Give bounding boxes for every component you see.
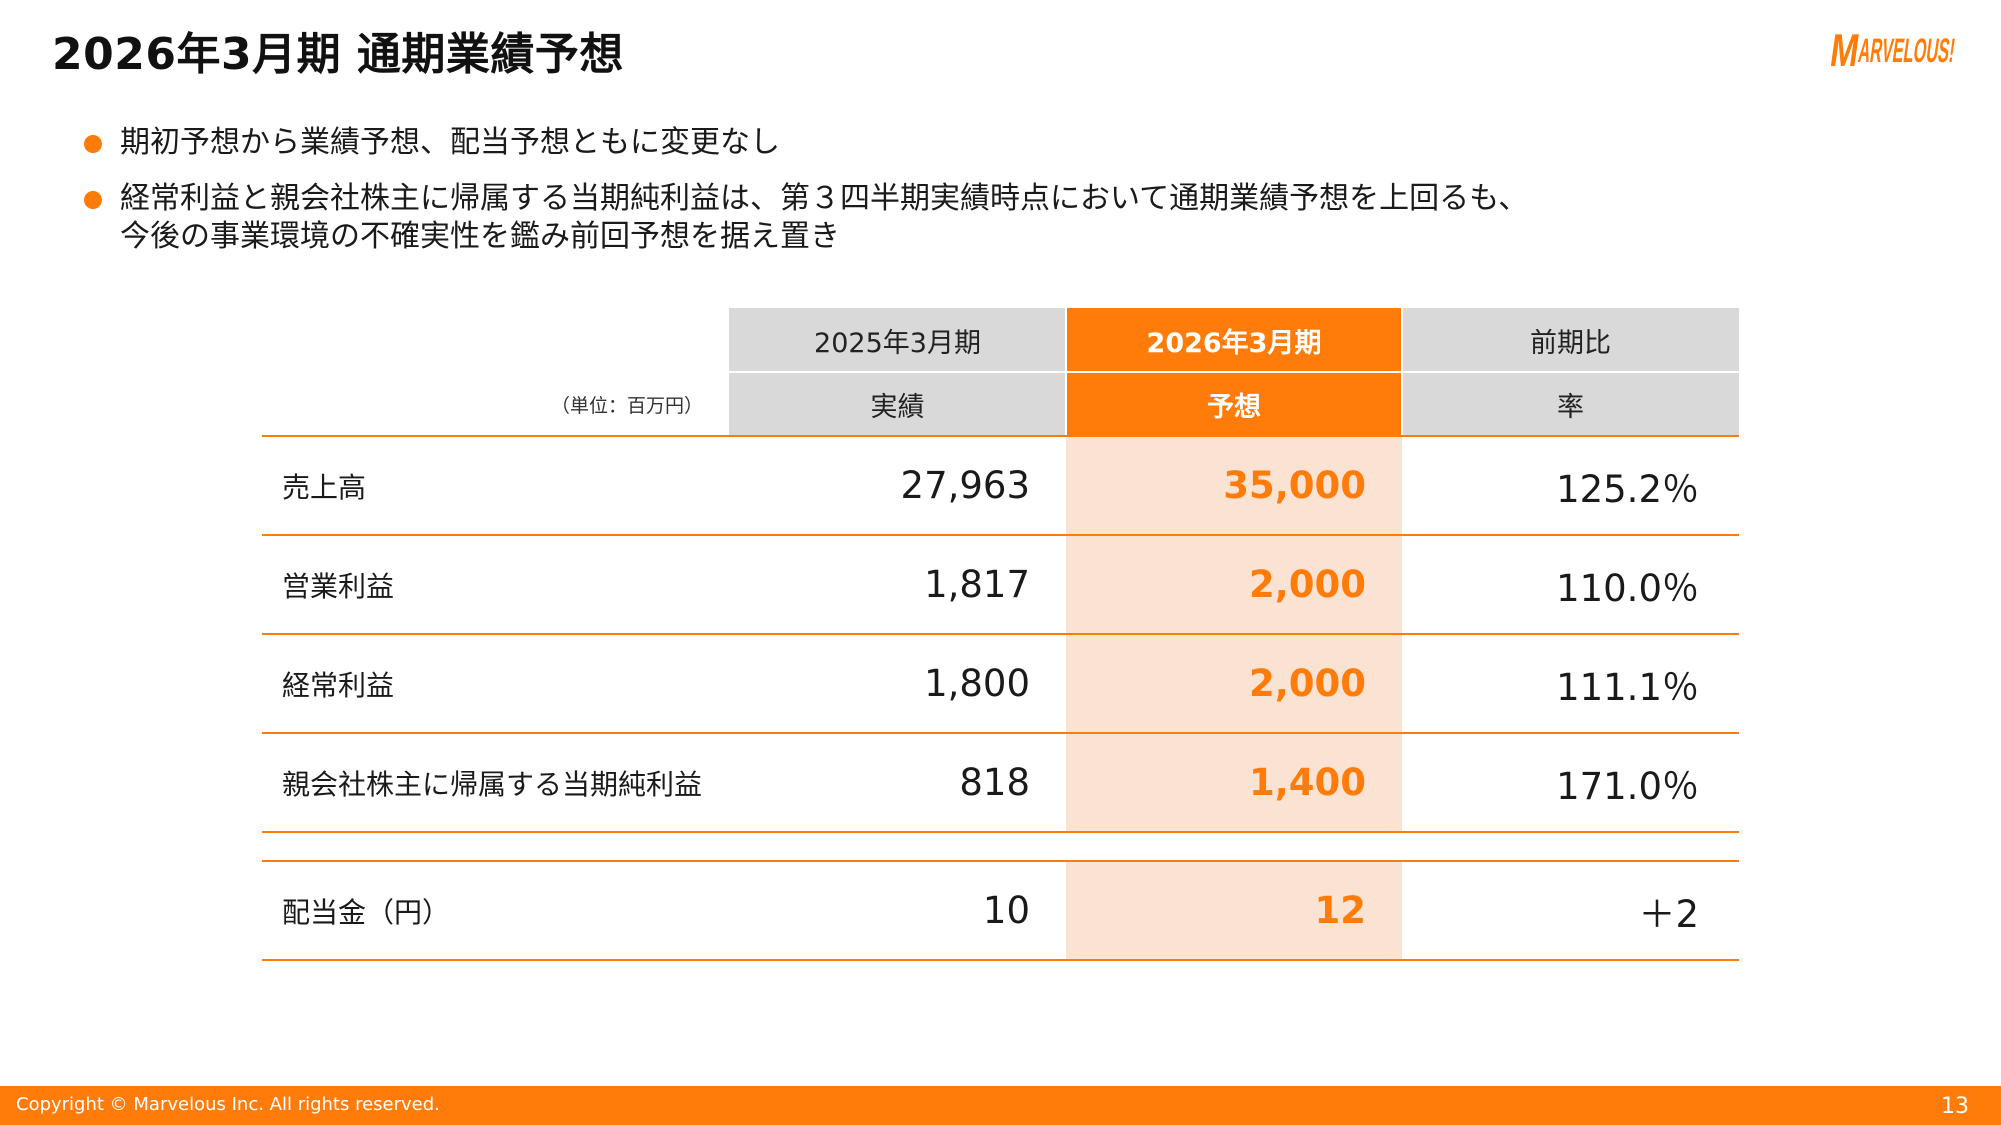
row-ratio-net-income: 171.0％ [1556, 764, 1699, 808]
bullet-text: 期初予想から業績予想、配当予想ともに変更なし [120, 125, 780, 160]
row-actual-operating-profit: 1,817 [924, 563, 1030, 606]
row-actual-sales: 27,963 [900, 464, 1030, 507]
header-period-forecast: 2026年3月期 [1066, 308, 1402, 372]
row-divider [262, 860, 1739, 862]
row-forecast-net-income: 1,400 [1248, 761, 1366, 804]
row-ratio-operating-profit: 110.0％ [1556, 566, 1699, 610]
header-type-ratio: 率 [1402, 372, 1739, 436]
row-label-operating-profit: 営業利益 [282, 569, 395, 603]
header-period-actual: 2025年3月期 [729, 308, 1066, 372]
row-divider [262, 534, 1739, 536]
header-type-actual: 実績 [729, 372, 1066, 436]
row-ratio-sales: 125.2％ [1556, 467, 1699, 511]
row-label-dividend: 配当金（円） [282, 895, 451, 929]
bullet-dot-icon [84, 191, 102, 209]
forecast-table: 2025年3月期 2026年3月期 前期比 （単位：百万円） 実績 予想 率 売… [262, 308, 1739, 961]
page-title: 2026年3月期 通期業績予想 [52, 29, 624, 80]
bullet-text: 今後の事業環境の不確実性を鑑み前回予想を据え置き [120, 219, 840, 254]
header-period-ratio: 前期比 [1402, 308, 1739, 372]
unit-label: （単位：百万円） [550, 394, 703, 417]
row-actual-net-income: 818 [959, 761, 1030, 804]
header-inner-divider [729, 371, 1739, 373]
svg-text:ARVELOUS!: ARVELOUS! [1856, 32, 1957, 70]
bullet-list: 期初予想から業績予想、配当予想ともに変更なし 経常利益と親会社株主に帰属する当期… [84, 124, 1528, 274]
header-col-divider [1401, 308, 1403, 436]
row-divider [262, 831, 1739, 833]
row-actual-ordinary-profit: 1,800 [924, 662, 1030, 705]
row-divider [262, 959, 1739, 961]
bullet-dot-icon [84, 135, 102, 153]
forecast-dividend-highlight [1066, 861, 1402, 960]
row-actual-dividend: 10 [982, 889, 1030, 932]
header-col-divider [1065, 308, 1067, 436]
row-forecast-operating-profit: 2,000 [1248, 563, 1366, 606]
bullet-text: 経常利益と親会社株主に帰属する当期純利益は、第３四半期実績時点において通期業績予… [120, 181, 1529, 216]
header-type-forecast: 予想 [1066, 372, 1402, 436]
row-label-ordinary-profit: 経常利益 [282, 668, 395, 702]
page-number: 13 [1941, 1094, 1969, 1119]
row-divider [262, 633, 1739, 635]
bullet-item: 経常利益と親会社株主に帰属する当期純利益は、第３四半期実績時点において通期業績予… [84, 180, 1528, 256]
footer-bar: Copyright © Marvelous Inc. All rights re… [0, 1086, 2001, 1125]
row-forecast-ordinary-profit: 2,000 [1248, 662, 1366, 705]
row-divider [262, 435, 1739, 437]
row-ratio-dividend: ＋2 [1638, 892, 1699, 936]
marvelous-logo: M ARVELOUS! [1827, 24, 1957, 76]
row-divider [262, 732, 1739, 734]
row-label-sales: 売上高 [282, 470, 367, 504]
row-ratio-ordinary-profit: 111.1％ [1556, 665, 1699, 709]
bullet-item: 期初予想から業績予想、配当予想ともに変更なし [84, 124, 1528, 162]
row-label-net-income: 親会社株主に帰属する当期純利益 [282, 767, 703, 801]
row-forecast-sales: 35,000 [1223, 464, 1366, 507]
row-forecast-dividend: 12 [1314, 889, 1367, 932]
copyright-text: Copyright © Marvelous Inc. All rights re… [16, 1094, 440, 1115]
